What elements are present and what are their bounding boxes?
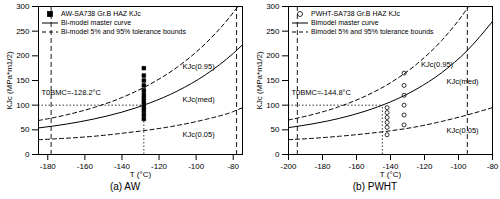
html-text:Bimodel master curve: Bimodel master curve xyxy=(311,19,379,26)
svg-text:-140: -140 xyxy=(382,162,399,172)
svg-text:-160: -160 xyxy=(77,162,94,171)
svg-text:300: 300 xyxy=(16,2,30,11)
svg-text:50: 50 xyxy=(21,125,30,134)
svg-text:-100: -100 xyxy=(450,162,467,171)
svg-text:150: 150 xyxy=(16,76,30,85)
svg-text:-160: -160 xyxy=(348,162,365,171)
svg-text:0: 0 xyxy=(25,150,30,159)
svg-text:250: 250 xyxy=(266,27,280,36)
svg-text:KJc(0.95): KJc(0.95) xyxy=(421,60,454,69)
svg-text:-200: -200 xyxy=(280,162,297,171)
svg-text:300: 300 xyxy=(266,2,280,11)
svg-text:KJc (MPa*m1/2): KJc (MPa*m1/2) xyxy=(255,51,264,110)
svg-text:100: 100 xyxy=(266,101,280,110)
svg-text:T0BMC=-144.8°C: T0BMC=-144.8°C xyxy=(292,88,352,97)
svg-text:250: 250 xyxy=(16,27,30,36)
svg-text:KJc(med): KJc(med) xyxy=(447,77,480,86)
html-text:Bimodel 5% and 95% tolerance b: Bimodel 5% and 95% tolerance bounds xyxy=(311,28,434,35)
svg-text:200: 200 xyxy=(266,51,280,60)
svg-text:50: 50 xyxy=(271,125,280,134)
html-text:Bi-model 5% and 95% tolerance: Bi-model 5% and 95% tolerance bounds xyxy=(61,28,186,35)
svg-text:KJc(0.05): KJc(0.05) xyxy=(183,130,216,139)
svg-text:-80: -80 xyxy=(227,162,239,171)
html-text:AW-SA738 Gr.B HAZ KJc: AW-SA738 Gr.B HAZ KJc xyxy=(61,10,141,17)
html-text:PWHT-SA738 Gr.B HAZ KJc: PWHT-SA738 Gr.B HAZ KJc xyxy=(311,10,401,17)
svg-text:T (°C): T (°C) xyxy=(380,170,402,179)
html-text:(a) AW: (a) AW xyxy=(109,181,141,192)
svg-text:150: 150 xyxy=(266,76,280,85)
svg-text:-140: -140 xyxy=(114,162,131,171)
svg-text:200: 200 xyxy=(16,51,30,60)
svg-text:KJc(med): KJc(med) xyxy=(183,95,216,104)
svg-text:-180: -180 xyxy=(314,162,331,171)
svg-text:T0BMC=-128.2°C: T0BMC=-128.2°C xyxy=(42,88,102,97)
svg-text:-100: -100 xyxy=(188,162,205,171)
svg-text:-120: -120 xyxy=(416,162,433,171)
svg-text:100: 100 xyxy=(16,101,30,110)
svg-text:0: 0 xyxy=(275,150,280,159)
svg-text:KJc(0.95): KJc(0.95) xyxy=(183,62,216,71)
html-text:Bi-model master curve: Bi-model master curve xyxy=(61,19,131,26)
svg-text:KJc(0.05): KJc(0.05) xyxy=(447,126,480,135)
svg-text:-80: -80 xyxy=(487,162,499,171)
svg-text:KJc (MPa*m1/2): KJc (MPa*m1/2) xyxy=(5,51,14,110)
svg-text:T (°C): T (°C) xyxy=(130,170,152,179)
svg-text:-120: -120 xyxy=(151,162,168,171)
svg-text:-180: -180 xyxy=(40,162,57,171)
html-text:(b) PWHT: (b) PWHT xyxy=(352,181,398,192)
